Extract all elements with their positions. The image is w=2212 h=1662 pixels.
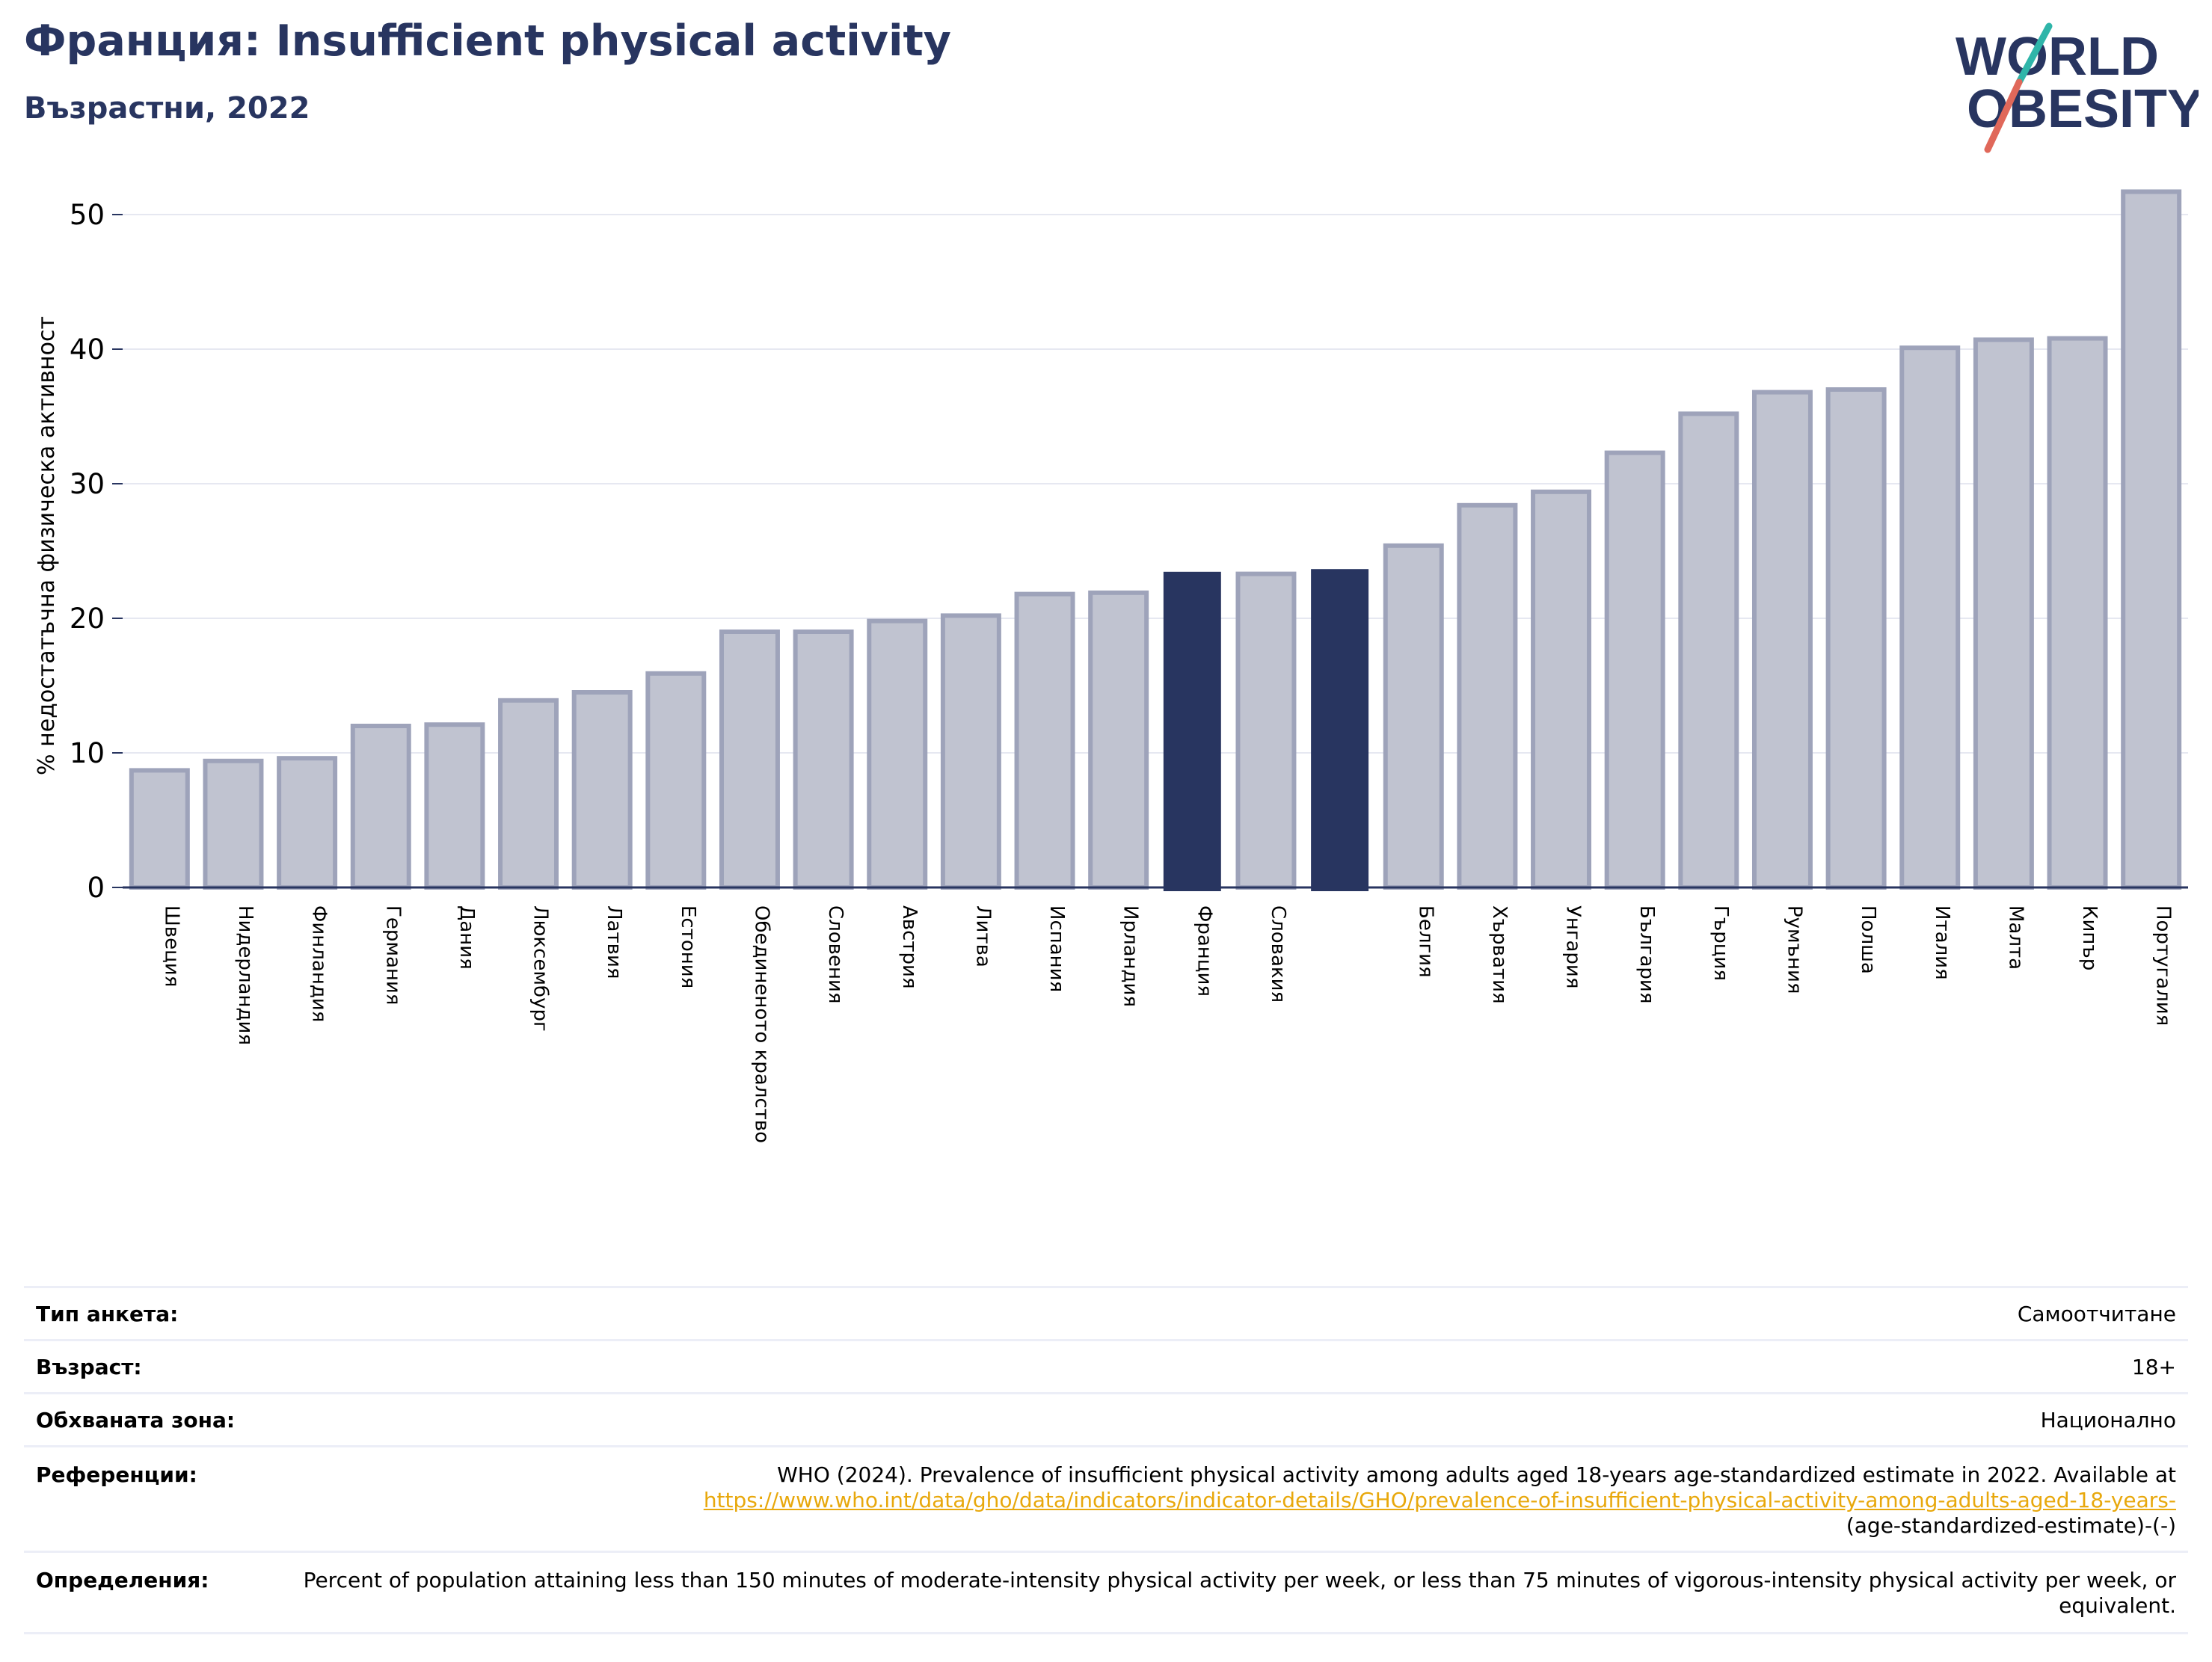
x-tick-label: Дания xyxy=(455,905,478,970)
x-tick-label: Италия xyxy=(1931,905,1953,980)
x-tick-label: Румъния xyxy=(1783,905,1805,994)
info-row-references: Референции: WHO (2024). Prevalence of in… xyxy=(24,1445,2188,1551)
x-tick-label: Полша xyxy=(1857,905,1879,974)
x-tick-label: Словения xyxy=(824,905,847,1004)
info-value: 18+ xyxy=(2131,1355,2176,1379)
bar-Дания xyxy=(424,722,485,890)
bar-Обединеното кралство xyxy=(719,630,780,890)
bar-Белгия xyxy=(1383,543,1444,890)
bar-Германия xyxy=(350,724,411,890)
x-tick-label: Естония xyxy=(677,905,699,988)
bar-Франция xyxy=(1163,571,1221,891)
bar-Нидерландия xyxy=(203,758,264,890)
info-table: Тип анкета: Самоотчитане Възраст: 18+ Об… xyxy=(24,1286,2188,1634)
bar-Естония xyxy=(645,671,707,890)
page-title: Франция: Insufficient physical activity xyxy=(24,16,951,66)
info-label: Тип анкета: xyxy=(36,1302,179,1326)
x-tick-label: Ирландия xyxy=(1119,905,1142,1007)
x-tick-label: Хърватия xyxy=(1488,905,1511,1004)
bar-Ирландия xyxy=(1088,590,1149,890)
y-axis-label: % недостатъчна физическа активност xyxy=(34,316,60,775)
y-axis: 0 10 20 30 40 50 xyxy=(70,199,123,904)
x-tick-label: Нидерландия xyxy=(234,905,256,1045)
x-axis-labels: Швеция Нидерландия Финландия Германия Дания Л… xyxy=(160,905,2174,1143)
bars xyxy=(129,189,2182,891)
y-tick-label: 50 xyxy=(70,199,105,231)
bar-България xyxy=(1604,450,1665,890)
x-tick-label: Люксембург xyxy=(529,905,552,1032)
x-tick-label: Малта xyxy=(2004,905,2027,970)
x-tick-label: Обединеното кралство xyxy=(750,905,772,1143)
info-label: Определения: xyxy=(36,1568,209,1592)
bar-Италия xyxy=(1899,345,1961,890)
x-tick-label: Германия xyxy=(381,905,404,1005)
info-label: Референции: xyxy=(36,1462,197,1487)
x-tick-label: Австрия xyxy=(898,905,921,989)
reference-text-end: (age-standardized-estimate)-(-) xyxy=(1846,1513,2176,1538)
y-tick-label: 30 xyxy=(70,468,105,500)
x-tick-label: Франция xyxy=(1193,905,1215,997)
x-tick-label: Финландия xyxy=(308,905,331,1022)
bar-Унгария xyxy=(1531,489,1592,890)
logo-word-world: WORLD xyxy=(1956,27,2159,87)
info-value: Percent of population attaining less tha… xyxy=(303,1568,2176,1618)
bar-chart: 0 10 20 30 40 50 Швеция Нидерландия Финландия Ге… xyxy=(34,189,2188,1143)
info-row-age: Възраст: 18+ xyxy=(24,1339,2188,1392)
info-label: Възраст: xyxy=(36,1355,142,1379)
info-row-coverage: Обхваната зона: Национално xyxy=(24,1392,2188,1445)
world-obesity-logo: WORLD OBESITY xyxy=(1956,22,2199,153)
bar-Люксембург xyxy=(498,698,559,890)
bar-Швеция xyxy=(129,768,190,890)
x-tick-label: Унгария xyxy=(1562,905,1585,988)
bar-Полша xyxy=(1825,387,1887,890)
reference-link[interactable]: https://www.who.int/data/gho/data/indica… xyxy=(703,1488,2176,1512)
x-tick-label: Португалия xyxy=(2152,905,2175,1026)
x-tick-label: Кипър xyxy=(2078,905,2101,970)
logo-slash-top xyxy=(2015,22,2053,86)
page-subtitle: Възрастни, 2022 xyxy=(24,91,310,126)
y-tick-label: 0 xyxy=(87,872,105,904)
info-value-references: WHO (2024). Prevalence of insufficient p… xyxy=(227,1462,2176,1539)
bar-Кипър xyxy=(2047,336,2108,890)
x-tick-label: Латвия xyxy=(603,905,625,979)
x-tick-label: Швеция xyxy=(160,905,182,987)
bar-unlabeled xyxy=(1311,569,1369,891)
x-tick-label: Испания xyxy=(1045,905,1068,992)
bar-Румъния xyxy=(1751,390,1813,890)
bar-Хърватия xyxy=(1457,502,1518,890)
x-tick-label: Литва xyxy=(971,905,994,967)
x-tick-label: Белгия xyxy=(1414,905,1437,978)
x-tick-label: Гърция xyxy=(1709,905,1732,981)
bar-Австрия xyxy=(867,618,928,890)
x-tick-label: България xyxy=(1635,905,1658,1003)
bar-Финландия xyxy=(277,756,338,890)
info-label: Обхваната зона: xyxy=(36,1408,236,1432)
info-value: Национално xyxy=(2040,1408,2176,1432)
bar-Испания xyxy=(1014,591,1075,890)
bar-Малта xyxy=(1973,337,2034,890)
bar-Португалия xyxy=(2121,189,2182,890)
x-tick-label: Словакия xyxy=(1267,905,1289,1003)
info-row-survey-type: Тип анкета: Самоотчитане xyxy=(24,1286,2188,1339)
y-tick-label: 10 xyxy=(70,737,105,769)
info-row-definitions: Определения: Percent of population attai… xyxy=(24,1551,2188,1634)
bar-Словения xyxy=(793,630,854,890)
info-value: Самоотчитане xyxy=(2017,1302,2176,1326)
y-tick-label: 40 xyxy=(70,333,105,366)
y-tick-label: 20 xyxy=(70,603,105,635)
reference-text: WHO (2024). Prevalence of insufficient p… xyxy=(777,1462,2176,1487)
logo-slash-bottom xyxy=(1984,79,2023,153)
bar-Гърция xyxy=(1678,411,1739,890)
bar-Литва xyxy=(940,613,1001,890)
bar-Словакия xyxy=(1235,571,1297,890)
bar-Латвия xyxy=(571,690,633,890)
